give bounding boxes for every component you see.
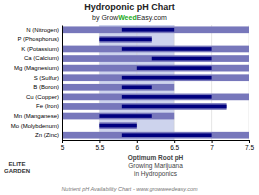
tick: 7: [210, 140, 214, 151]
bar: [137, 66, 212, 70]
category-label: Fe (Iron): [36, 103, 59, 109]
tick: 5.5: [95, 140, 104, 151]
tick: Cu (Copper): [26, 94, 62, 100]
category-label: S (Sulfur): [34, 75, 59, 81]
title: Hydroponic pH Chart: [84, 2, 175, 12]
subtitle-part: Easy.com: [137, 14, 167, 22]
annotation: ELITE: [8, 161, 25, 167]
bar: [99, 124, 136, 128]
y-axis: N (Nitrogen) P (Phosphorus) K (Potassium) C…: [11, 26, 63, 141]
tick: Mg (Magnesium): [14, 65, 62, 71]
tick: Mn (Manganese): [14, 113, 62, 119]
bar: [62, 132, 249, 139]
tick: Fe (Iron): [36, 103, 62, 109]
tick-mark: [99, 140, 100, 143]
category-label: N (Nitrogen): [26, 27, 59, 33]
bar: [99, 122, 136, 129]
tick-mark: [137, 140, 138, 143]
bar: [62, 103, 227, 110]
bar: [62, 65, 249, 72]
tick: Zn (Zinc): [35, 132, 62, 138]
tick: P (Phosphorus): [17, 36, 62, 42]
tick-label: 7: [210, 144, 214, 151]
category-label: Mo (Molybdenum): [11, 123, 59, 129]
tick-label: 7.5: [245, 144, 254, 151]
tick-mark: [174, 140, 175, 143]
tick-mark: [249, 140, 250, 143]
axis-line: [63, 141, 250, 144]
x-axis-label: Growing Marijuana: [128, 162, 183, 170]
bar: [99, 36, 151, 43]
tick-label: 6: [135, 144, 139, 151]
bar: [122, 105, 227, 109]
bar: [122, 95, 212, 99]
category-label: K (Potassium): [21, 46, 59, 52]
bar: [62, 84, 174, 91]
bar: [99, 114, 151, 118]
grid-line: [211, 25, 212, 140]
tick: N (Nitrogen): [26, 27, 62, 33]
category-label: Cu (Copper): [26, 94, 59, 100]
category-label: Mn (Manganese): [14, 113, 59, 119]
category-label: B (Boron): [33, 84, 59, 90]
subtitle-part: by Grow: [92, 14, 119, 22]
bar: [62, 26, 249, 33]
bar: [62, 113, 174, 120]
category-label: Mg (Magnesium): [14, 65, 59, 71]
tick: Mo (Molybdenum): [11, 123, 62, 129]
bar: [122, 76, 212, 80]
tick-label: 6.5: [170, 144, 179, 151]
tick: B (Boron): [33, 84, 62, 90]
bar: [62, 74, 249, 81]
bar: [62, 46, 249, 53]
tick: S (Sulfur): [34, 75, 62, 81]
grid-line: [249, 25, 250, 140]
category-label: P (Phosphorus): [17, 36, 59, 42]
bar: [152, 57, 212, 61]
tick: 5: [61, 140, 65, 151]
tick: 6.5: [170, 140, 179, 151]
tick-mark: [212, 140, 213, 143]
chart: 5 5.5 6 6.5 7 7.5 N (Nitrogen) P (Phosphorus) K …: [0, 0, 259, 195]
axis-line: [62, 26, 63, 141]
bar: [99, 38, 151, 42]
subtitle-part: Weed: [118, 14, 137, 21]
grid-line: [62, 25, 63, 140]
annotation: GARDEN: [4, 168, 30, 174]
x-axis-label: Optimum Root pH: [128, 154, 184, 162]
bar: [122, 85, 152, 89]
subtitle: by GrowWeedEasy.com: [92, 14, 167, 22]
category-label: Zn (Zinc): [35, 132, 59, 138]
bar: [122, 28, 174, 32]
plot-area: [62, 25, 249, 140]
tick: 7.5: [245, 140, 254, 151]
x-axis: 5 5.5 6 6.5 7 7.5: [61, 140, 255, 151]
tick: K (Potassium): [21, 46, 62, 52]
footer: Nutrient pH Availability Chart - www.gro…: [61, 186, 198, 192]
tick-label: 5.5: [95, 144, 104, 151]
x-axis-label: in Hydroponics: [134, 170, 178, 178]
grid-line: [174, 25, 175, 140]
tick: 6: [135, 140, 139, 151]
category-label: Ca (Calcium): [24, 55, 59, 61]
series: [99, 28, 226, 137]
series: [62, 26, 249, 138]
bar: [122, 47, 212, 51]
tick: Ca (Calcium): [24, 55, 62, 61]
bar: [122, 133, 212, 137]
bar: [62, 94, 249, 101]
tick-label: 5: [61, 144, 65, 151]
optimal-region: [99, 25, 174, 140]
bar: [62, 55, 249, 62]
